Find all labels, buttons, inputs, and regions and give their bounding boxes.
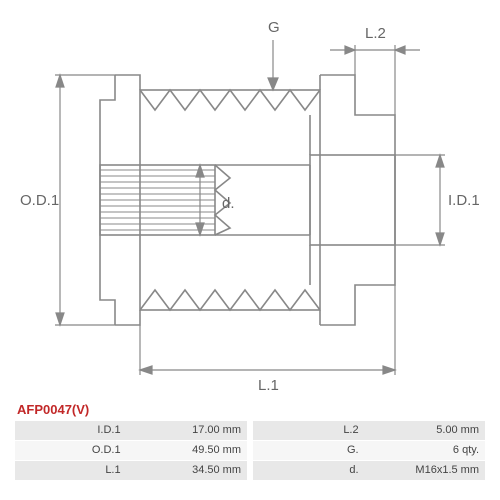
spec-col-left: I.D.1 17.00 mm O.D.1 49.50 mm L.1 34.50 … [15, 421, 247, 481]
spec-value: 49.50 mm [127, 441, 247, 460]
label-g: G [268, 19, 280, 36]
table-row: d. M16x1.5 mm [253, 461, 485, 480]
spec-value: 17.00 mm [127, 421, 247, 440]
part-number: AFP0047(V) [17, 402, 485, 417]
table-row: L.2 5.00 mm [253, 421, 485, 440]
spec-value: 6 qty. [365, 441, 485, 460]
label-d: d. [222, 195, 235, 212]
technical-drawing: O.D.1 I.D.1 L.1 L.2 G d. [0, 0, 500, 400]
spec-label: L.2 [253, 421, 365, 440]
table-row: L.1 34.50 mm [15, 461, 247, 480]
label-od1: O.D.1 [20, 192, 59, 209]
label-l1: L.1 [258, 377, 279, 394]
spec-table-area: AFP0047(V) I.D.1 17.00 mm O.D.1 49.50 mm… [0, 402, 500, 481]
label-l2: L.2 [365, 25, 386, 42]
table-row: I.D.1 17.00 mm [15, 421, 247, 440]
spec-label: G. [253, 441, 365, 460]
label-id1: I.D.1 [448, 192, 480, 209]
spec-value: M16x1.5 mm [365, 461, 485, 480]
spec-label: L.1 [15, 461, 127, 480]
spec-label: O.D.1 [15, 441, 127, 460]
spec-value: 5.00 mm [365, 421, 485, 440]
spec-label: d. [253, 461, 365, 480]
table-row: O.D.1 49.50 mm [15, 441, 247, 460]
spec-table: I.D.1 17.00 mm O.D.1 49.50 mm L.1 34.50 … [15, 421, 485, 481]
table-row: G. 6 qty. [253, 441, 485, 460]
spec-value: 34.50 mm [127, 461, 247, 480]
spec-col-right: L.2 5.00 mm G. 6 qty. d. M16x1.5 mm [253, 421, 485, 481]
spec-label: I.D.1 [15, 421, 127, 440]
